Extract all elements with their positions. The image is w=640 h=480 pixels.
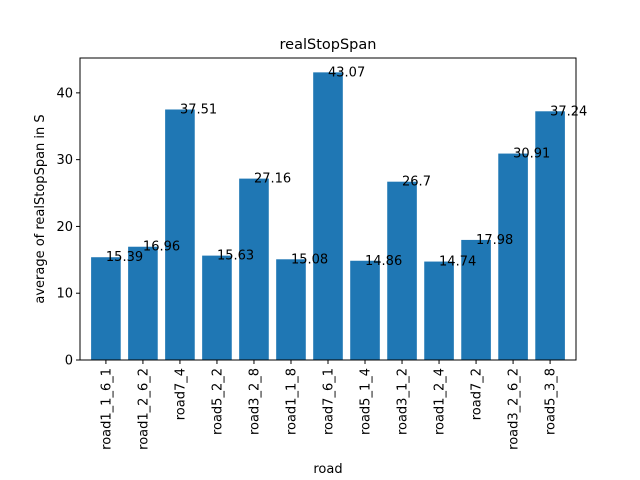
bar xyxy=(202,255,232,360)
bar xyxy=(387,181,417,360)
plot-frame xyxy=(79,57,577,361)
bar xyxy=(128,246,158,360)
bar xyxy=(276,259,306,360)
bar xyxy=(91,257,121,360)
x-tick-label: road1_1_8 xyxy=(284,368,299,435)
x-tick-label: road7_6_1 xyxy=(322,368,337,435)
y-axis-label: average of realStopSpan in S xyxy=(33,114,48,303)
chart-title: realStopSpan xyxy=(280,37,377,53)
y-axis: 0 10 20 30 40 xyxy=(56,86,80,369)
bar xyxy=(313,72,343,360)
x-axis-label: road xyxy=(313,462,342,477)
x-tick-label: road1_1_6_1 xyxy=(99,368,114,450)
x-tick-label: road5_2_2 xyxy=(210,368,225,435)
bar xyxy=(165,109,195,360)
y-tick-label: 20 xyxy=(56,220,73,235)
bar-value-label: 16.96 xyxy=(143,240,180,255)
bar-value-label: 15.39 xyxy=(106,250,143,265)
x-tick-label: road1_2_4 xyxy=(433,368,448,435)
bar-value-label: 26.7 xyxy=(402,175,431,190)
bar-value-label: 14.74 xyxy=(439,255,476,270)
bar-value-label: 37.51 xyxy=(180,102,217,117)
bar-value-label: 15.63 xyxy=(217,249,254,264)
bar-value-label: 30.91 xyxy=(513,147,550,162)
bar-series xyxy=(91,72,565,360)
bar-value-label: 27.16 xyxy=(254,172,291,187)
x-tick-label: road7_2 xyxy=(470,368,485,420)
bar-value-label: 37.24 xyxy=(550,104,587,119)
bar-value-label: 17.98 xyxy=(476,233,513,248)
x-tick-label: road5_3_8 xyxy=(544,368,559,435)
bar xyxy=(424,261,454,360)
bar xyxy=(498,153,528,360)
bar-value-label: 15.08 xyxy=(291,252,328,267)
x-axis: road1_1_6_1 road1_2_6_2 road7_4 road5_2_2 ro… xyxy=(99,360,559,450)
y-tick-label: 0 xyxy=(65,354,73,369)
bar-value-label: 14.86 xyxy=(365,254,402,269)
y-tick-label: 40 xyxy=(56,86,73,101)
x-tick-label: road7_4 xyxy=(173,368,188,420)
bar xyxy=(239,178,269,360)
x-tick-label: road1_2_6_2 xyxy=(136,368,151,450)
x-tick-label: road3_2_6_2 xyxy=(507,368,522,450)
bar xyxy=(535,111,565,360)
x-tick-label: road3_2_8 xyxy=(247,368,262,435)
bar xyxy=(461,239,491,360)
y-tick-label: 30 xyxy=(56,153,73,168)
bar xyxy=(350,260,380,360)
y-tick-label: 10 xyxy=(56,287,73,302)
x-tick-label: road5_1_4 xyxy=(359,368,374,435)
x-tick-label: road3_1_2 xyxy=(396,368,411,435)
bar-value-label: 43.07 xyxy=(328,65,365,80)
